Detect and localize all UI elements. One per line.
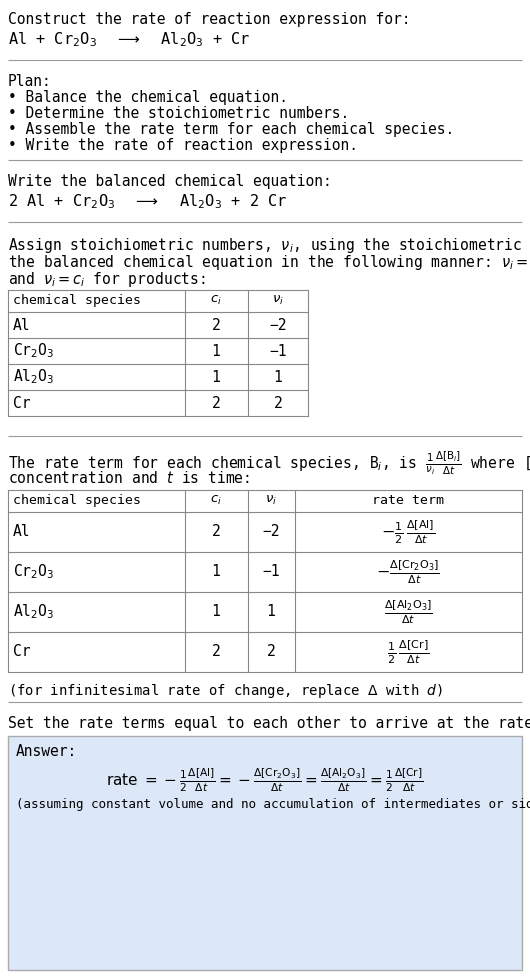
Text: $-\frac{1}{2}\,\frac{\Delta[\mathrm{Al}]}{\Delta t}$: $-\frac{1}{2}\,\frac{\Delta[\mathrm{Al}]… — [381, 518, 435, 546]
Text: Al + Cr$_2$O$_3$  $\longrightarrow$  Al$_2$O$_3$ + Cr: Al + Cr$_2$O$_3$ $\longrightarrow$ Al$_2… — [8, 30, 251, 49]
Text: 1: 1 — [211, 370, 220, 385]
Text: Assign stoichiometric numbers, $\nu_i$, using the stoichiometric coefficients, $: Assign stoichiometric numbers, $\nu_i$, … — [8, 236, 530, 255]
Text: $\nu_i$: $\nu_i$ — [272, 294, 284, 307]
Text: 2: 2 — [211, 317, 220, 333]
Text: rate $= -\frac{1}{2}\frac{\Delta[\mathrm{Al}]}{\Delta t} = -\frac{\Delta[\mathrm: rate $= -\frac{1}{2}\frac{\Delta[\mathrm… — [106, 766, 424, 793]
Text: Answer:: Answer: — [16, 744, 77, 759]
Text: 1: 1 — [211, 604, 220, 620]
Text: Set the rate terms equal to each other to arrive at the rate expression:: Set the rate terms equal to each other t… — [8, 716, 530, 731]
Text: 1: 1 — [273, 370, 282, 385]
Text: Cr: Cr — [13, 644, 31, 660]
Text: Al$_2$O$_3$: Al$_2$O$_3$ — [13, 368, 54, 386]
Text: Cr$_2$O$_3$: Cr$_2$O$_3$ — [13, 342, 54, 360]
Text: 2: 2 — [211, 524, 220, 540]
Text: $c_i$: $c_i$ — [210, 494, 222, 508]
Text: 2: 2 — [273, 395, 282, 411]
Text: $\nu_i$: $\nu_i$ — [265, 494, 277, 508]
Bar — [8, 736, 522, 970]
Text: concentration and $t$ is time:: concentration and $t$ is time: — [8, 470, 250, 486]
Text: Al$_2$O$_3$: Al$_2$O$_3$ — [13, 602, 54, 622]
Text: 2: 2 — [267, 644, 276, 660]
Text: Cr$_2$O$_3$: Cr$_2$O$_3$ — [13, 562, 54, 582]
Text: 1: 1 — [211, 344, 220, 358]
Text: 2: 2 — [211, 644, 220, 660]
Text: the balanced chemical equation in the following manner: $\nu_i = -c_i$ for react: the balanced chemical equation in the fo… — [8, 253, 530, 272]
Text: −2: −2 — [269, 317, 287, 333]
Text: Construct the rate of reaction expression for:: Construct the rate of reaction expressio… — [8, 12, 411, 27]
Text: (for infinitesimal rate of change, replace $\Delta$ with $d$): (for infinitesimal rate of change, repla… — [8, 682, 443, 700]
Text: $\frac{\Delta[\mathrm{Al_2O_3}]}{\Delta t}$: $\frac{\Delta[\mathrm{Al_2O_3}]}{\Delta … — [384, 598, 432, 626]
Text: $-\frac{\Delta[\mathrm{Cr_2O_3}]}{\Delta t}$: $-\frac{\Delta[\mathrm{Cr_2O_3}]}{\Delta… — [376, 558, 440, 586]
Text: 1: 1 — [267, 604, 276, 620]
Text: 1: 1 — [211, 564, 220, 580]
Text: Cr: Cr — [13, 395, 31, 411]
Text: −1: −1 — [262, 564, 280, 580]
Text: 2: 2 — [211, 395, 220, 411]
Text: • Assemble the rate term for each chemical species.: • Assemble the rate term for each chemic… — [8, 122, 454, 137]
Text: $\frac{1}{2}\,\frac{\Delta[\mathrm{Cr}]}{\Delta t}$: $\frac{1}{2}\,\frac{\Delta[\mathrm{Cr}]}… — [387, 638, 429, 666]
Text: chemical species: chemical species — [13, 294, 141, 307]
Text: and $\nu_i = c_i$ for products:: and $\nu_i = c_i$ for products: — [8, 270, 206, 289]
Text: −2: −2 — [262, 524, 280, 540]
Text: Plan:: Plan: — [8, 74, 52, 89]
Text: −1: −1 — [269, 344, 287, 358]
Text: 2 Al + Cr$_2$O$_3$  $\longrightarrow$  Al$_2$O$_3$ + 2 Cr: 2 Al + Cr$_2$O$_3$ $\longrightarrow$ Al$… — [8, 192, 287, 211]
Text: Write the balanced chemical equation:: Write the balanced chemical equation: — [8, 174, 332, 189]
Text: rate term: rate term — [372, 494, 444, 507]
Text: chemical species: chemical species — [13, 494, 141, 507]
Text: (assuming constant volume and no accumulation of intermediates or side products): (assuming constant volume and no accumul… — [16, 798, 530, 811]
Text: • Determine the stoichiometric numbers.: • Determine the stoichiometric numbers. — [8, 106, 349, 121]
Text: • Balance the chemical equation.: • Balance the chemical equation. — [8, 90, 288, 105]
Text: Al: Al — [13, 317, 31, 333]
Text: Al: Al — [13, 524, 31, 540]
Text: $c_i$: $c_i$ — [210, 294, 222, 307]
Text: • Write the rate of reaction expression.: • Write the rate of reaction expression. — [8, 138, 358, 153]
Text: The rate term for each chemical species, B$_i$, is $\frac{1}{\nu_i}\frac{\Delta[: The rate term for each chemical species,… — [8, 450, 530, 477]
